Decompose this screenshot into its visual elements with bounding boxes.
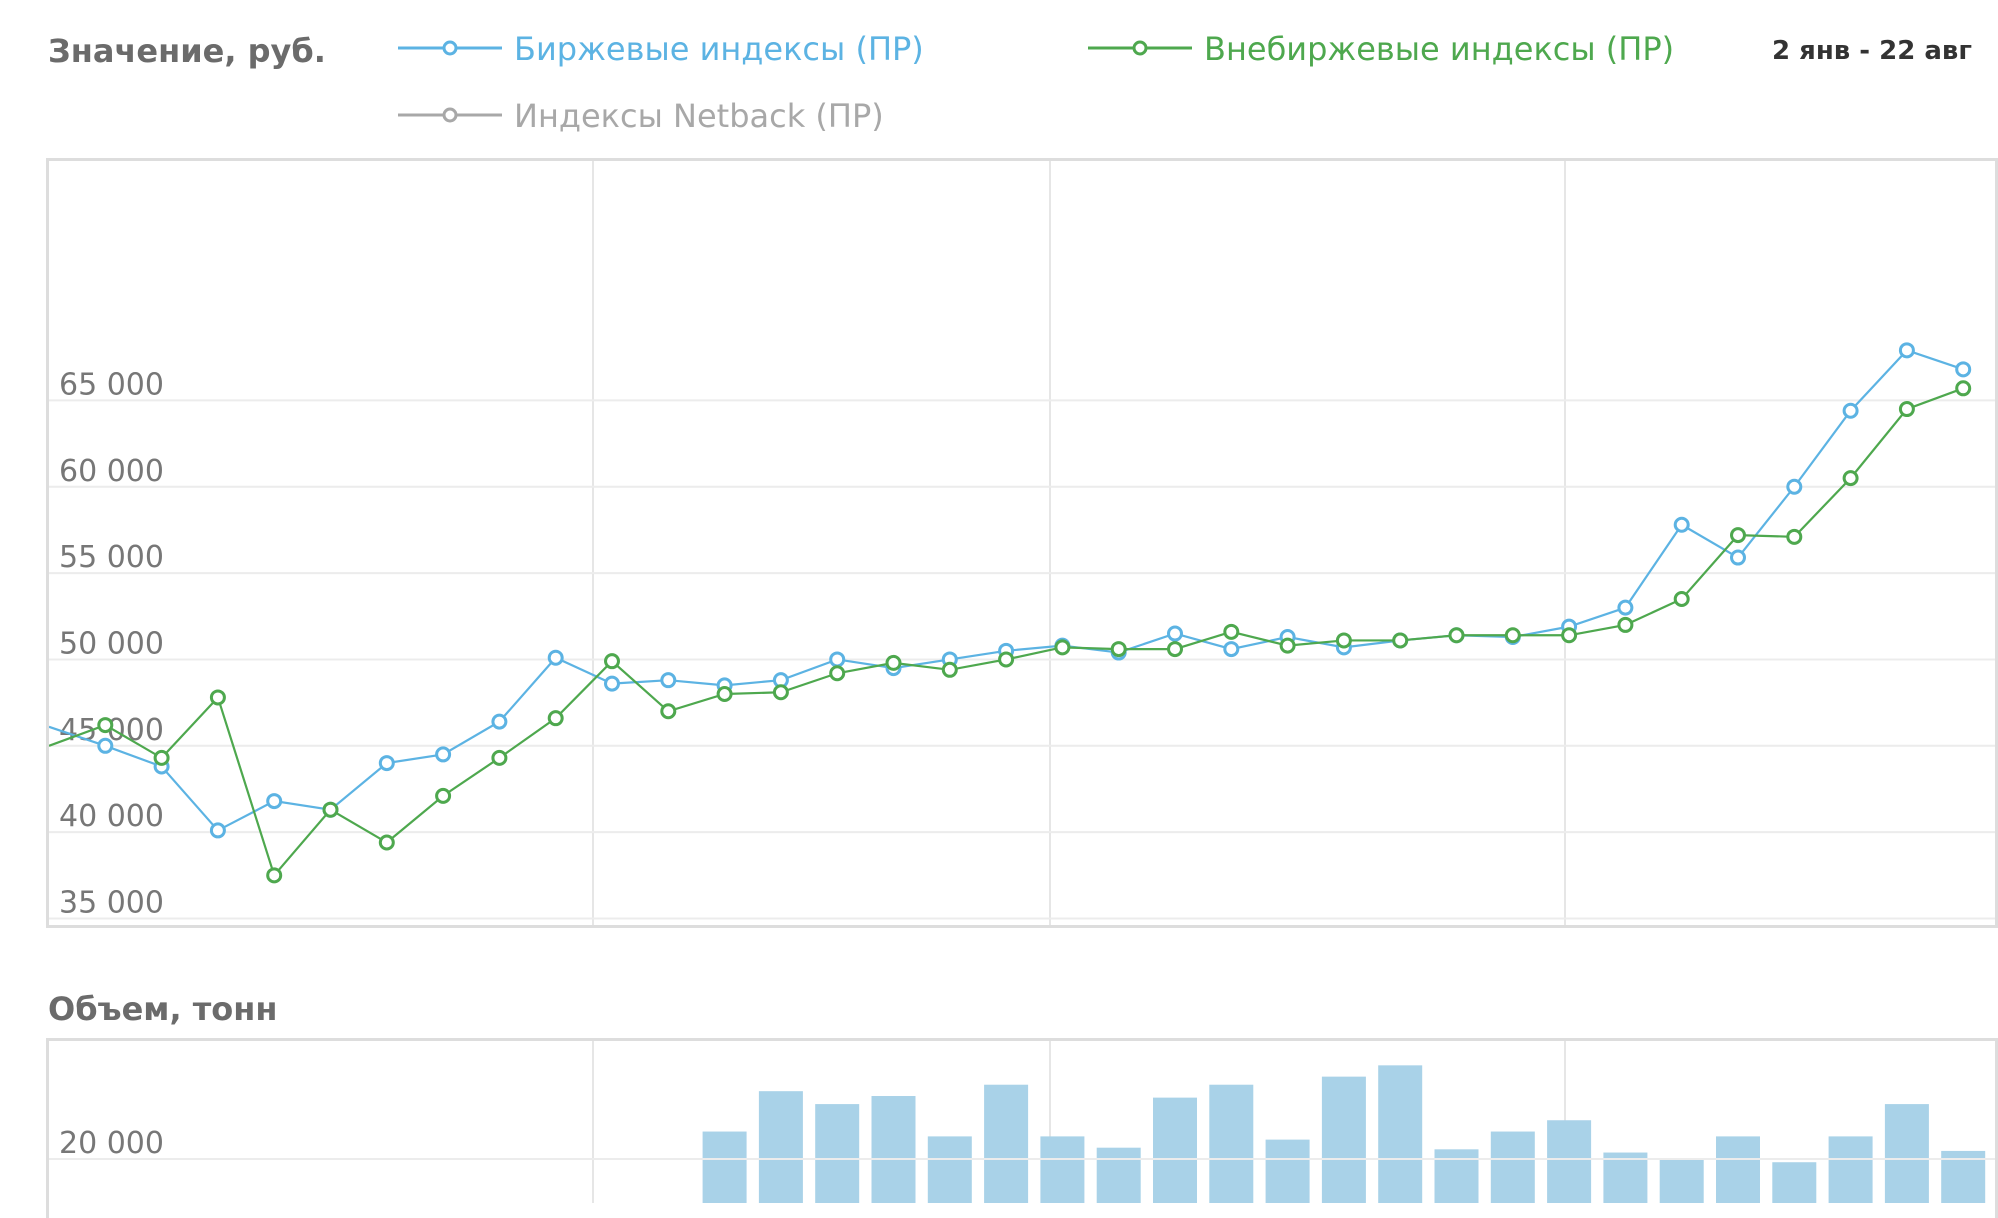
- series-line: [49, 349, 1964, 832]
- data-point: [209, 689, 226, 706]
- data-point: [1842, 402, 1859, 419]
- data-point: [435, 787, 452, 804]
- data-point: [1617, 599, 1634, 616]
- data-point: [547, 649, 564, 666]
- data-point: [604, 675, 620, 692]
- data-point: [660, 703, 677, 720]
- volume-bar: [1096, 1147, 1141, 1203]
- volume-bar: [1772, 1162, 1817, 1203]
- data-point: [97, 737, 114, 754]
- data-point: [1561, 627, 1578, 644]
- data-point: [547, 710, 564, 727]
- data-point: [266, 867, 283, 884]
- data-point: [209, 822, 226, 839]
- legend-line-marker-icon: [1088, 40, 1192, 56]
- data-point: [266, 793, 283, 810]
- data-point: [1673, 591, 1690, 608]
- data-point: [1673, 516, 1690, 533]
- volume-bar: [1490, 1131, 1535, 1203]
- data-point: [1898, 342, 1915, 359]
- data-point: [660, 672, 677, 689]
- volume-bar: [815, 1104, 860, 1203]
- volume-bar: [871, 1096, 916, 1203]
- volume-bar: [1659, 1159, 1704, 1203]
- data-point: [322, 801, 339, 818]
- y-tick-label: 60 000: [59, 454, 164, 489]
- volume-chart-panel: 20 000: [46, 1038, 1998, 1218]
- data-point: [1898, 401, 1915, 418]
- data-point: [1842, 470, 1859, 487]
- volume-bar: [1321, 1076, 1366, 1203]
- volume-bar: [1547, 1120, 1592, 1203]
- y-tick-label: 20 000: [59, 1126, 164, 1161]
- volume-bar: [1603, 1152, 1648, 1203]
- legend-line-marker-icon: [398, 40, 502, 56]
- data-point: [941, 661, 958, 678]
- data-point: [1730, 549, 1746, 566]
- data-point: [491, 749, 508, 766]
- data-point: [1786, 478, 1803, 495]
- data-point: [1223, 641, 1240, 658]
- volume-bar: [1265, 1139, 1310, 1203]
- data-point: [378, 755, 395, 772]
- data-point: [1955, 380, 1972, 397]
- price-chart-panel: 35 000 40 000 45 000 50 000 55 000 60 000 65 0…: [46, 158, 1998, 928]
- y-tick-label: 40 000: [59, 799, 164, 834]
- y-tick-label: 65 000: [59, 367, 164, 402]
- data-point: [998, 651, 1015, 668]
- volume-chart: 20 000: [49, 1041, 1995, 1203]
- volume-bar: [984, 1084, 1029, 1203]
- data-point: [1448, 627, 1465, 644]
- data-point: [829, 665, 846, 682]
- data-point: [1955, 361, 1972, 378]
- volume-axis-title: Объем, тонн: [48, 990, 278, 1028]
- date-range-label[interactable]: 2 янв - 22 авг: [1772, 36, 1972, 66]
- data-point: [1730, 527, 1746, 544]
- data-point: [153, 749, 170, 766]
- data-point: [716, 685, 733, 702]
- data-point: [1392, 632, 1409, 649]
- data-point: [772, 684, 789, 701]
- data-point: [97, 717, 114, 734]
- legend-label: Внебиржевые индексы (ПР): [1204, 30, 1675, 68]
- legend-label: Биржевые индексы (ПР): [514, 30, 924, 68]
- series-line: [49, 387, 1964, 878]
- volume-bar: [1153, 1097, 1197, 1203]
- data-point: [829, 651, 846, 668]
- data-point: [885, 654, 902, 671]
- y-tick-label: 50 000: [59, 626, 164, 661]
- data-point: [1335, 632, 1352, 649]
- data-point: [378, 834, 395, 851]
- volume-bar: [1209, 1084, 1254, 1203]
- volume-bar: [758, 1091, 803, 1203]
- data-point: [1054, 639, 1071, 656]
- volume-bar: [1378, 1065, 1423, 1203]
- data-point: [491, 713, 508, 730]
- data-point: [1617, 616, 1634, 633]
- volume-bar: [1040, 1136, 1085, 1203]
- volume-bar: [1884, 1104, 1929, 1203]
- y-tick-label: 35 000: [59, 886, 164, 921]
- y-tick-label: 55 000: [59, 540, 164, 575]
- volume-bar: [1434, 1149, 1479, 1203]
- data-point: [1167, 625, 1183, 642]
- legend-line-marker-icon: [398, 107, 502, 123]
- data-point: [1786, 528, 1803, 545]
- volume-bar: [702, 1131, 747, 1203]
- data-point: [604, 653, 620, 670]
- volume-bar: [1828, 1136, 1873, 1203]
- value-axis-title: Значение, руб.: [48, 32, 326, 70]
- data-point: [1167, 641, 1183, 658]
- volume-bar: [1716, 1136, 1760, 1203]
- data-point: [1223, 623, 1240, 640]
- volume-bar: [927, 1136, 972, 1203]
- data-point: [1110, 641, 1127, 658]
- legend-label: Индексы Netback (ПР): [514, 97, 884, 135]
- series-group: [49, 380, 1972, 884]
- data-point: [1504, 627, 1521, 644]
- data-point: [435, 746, 452, 763]
- data-point: [1279, 637, 1296, 654]
- series-group: [49, 342, 1972, 839]
